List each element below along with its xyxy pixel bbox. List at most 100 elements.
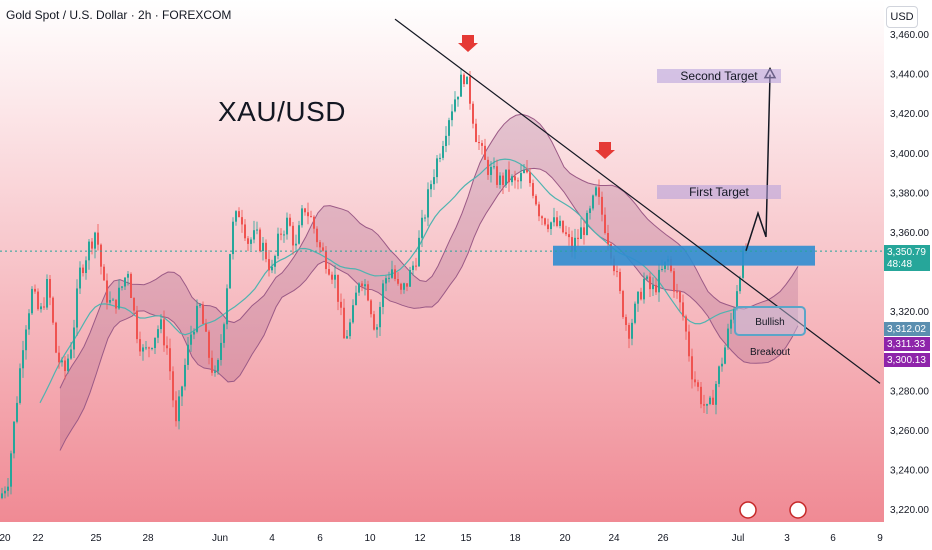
bullish-breakout-label: Bullish Breakout <box>734 306 806 358</box>
candle-body <box>220 342 222 360</box>
support-zone <box>553 245 815 266</box>
us-flag-icon <box>739 501 757 519</box>
candle-body <box>481 143 483 146</box>
candle-body <box>634 303 636 323</box>
candle-body <box>646 276 648 279</box>
candle-body <box>331 274 333 280</box>
candle-body <box>517 180 519 182</box>
candle-body <box>76 288 78 328</box>
candle-body <box>655 285 657 293</box>
candle-body <box>118 287 120 309</box>
candle-body <box>190 334 192 345</box>
forecast-path <box>745 74 771 251</box>
candle-body <box>295 243 297 246</box>
candle-body <box>4 490 6 494</box>
candle-body <box>583 227 585 235</box>
candle-body <box>505 169 507 185</box>
down-arrow-marker-high <box>458 35 478 52</box>
price-axis-label: 3,380.00 <box>890 188 929 199</box>
candle-body <box>244 224 246 239</box>
candle-body <box>61 360 63 363</box>
candle-body <box>349 322 351 337</box>
candle-body <box>592 195 594 209</box>
price-axis: 3,460.00 3,440.00 3,420.00 3,400.00 3,380.00… <box>890 30 929 516</box>
candle-body <box>595 187 597 196</box>
candle-body <box>127 273 129 278</box>
price-tag-4: 3,300.13 <box>884 353 930 367</box>
candle-body <box>274 255 276 267</box>
candle-body <box>442 146 444 158</box>
candle-body <box>160 319 162 330</box>
candle-body <box>382 283 384 307</box>
candle-body <box>181 386 183 397</box>
time-axis-label: 26 <box>657 533 669 544</box>
candle-body <box>202 304 204 324</box>
time-axis-label: 18 <box>509 533 521 544</box>
candle-body <box>97 232 99 245</box>
candle-body <box>55 322 57 353</box>
time-axis-label: 6 <box>830 533 836 544</box>
candle-body <box>256 229 258 231</box>
candle-body <box>70 349 72 359</box>
candle-body <box>688 331 690 357</box>
candle-body <box>22 350 24 369</box>
candle-body <box>355 292 357 306</box>
candle-body <box>379 306 381 328</box>
bar-countdown: 48:48 <box>887 259 913 270</box>
candle-body <box>508 169 510 183</box>
candle-body <box>229 254 231 289</box>
candle-body <box>277 233 279 256</box>
candle-body <box>232 221 234 255</box>
candle-body <box>283 234 285 236</box>
candle-body <box>598 187 600 197</box>
candle-body <box>73 327 75 350</box>
candle-body <box>310 216 312 218</box>
time-axis-panel[interactable] <box>0 522 932 550</box>
candle-body <box>280 233 282 235</box>
candle-body <box>322 247 324 251</box>
candle-body <box>400 283 402 290</box>
candle-body <box>472 103 474 124</box>
candle-body <box>424 217 426 219</box>
candle-body <box>403 283 405 290</box>
candle-body <box>685 316 687 332</box>
candle-body <box>82 267 84 274</box>
candle-body <box>421 217 423 238</box>
candle-body <box>124 277 126 287</box>
candle-body <box>130 273 132 298</box>
candle-body <box>259 229 261 252</box>
candle-body <box>499 175 501 185</box>
candle-body <box>562 220 564 233</box>
candle-body <box>307 212 309 217</box>
candle-body <box>538 204 540 217</box>
candle-body <box>658 269 660 293</box>
candle-body <box>457 96 459 100</box>
time-axis-label: 20 <box>0 533 11 544</box>
candle-body <box>478 142 480 144</box>
current-price: 3,350.79 <box>887 247 926 258</box>
time-axis-label: 22 <box>32 533 44 544</box>
candle-body <box>721 363 723 367</box>
candle-body <box>214 371 216 373</box>
candle-body <box>625 317 627 325</box>
candle-body <box>328 269 330 275</box>
candle-body <box>418 237 420 267</box>
candle-body <box>727 328 729 348</box>
candle-body <box>619 271 621 292</box>
candle-body <box>559 220 561 226</box>
currency-button[interactable]: USD <box>886 6 918 28</box>
price-axis-label: 3,460.00 <box>890 30 929 41</box>
symbol-title: Gold Spot / U.S. Dollar · 2h · FOREXCOM <box>6 8 232 22</box>
candle-body <box>337 274 339 302</box>
candle-body <box>235 211 237 222</box>
candle-body <box>649 276 651 290</box>
candle-body <box>172 371 174 401</box>
candle-body <box>712 397 714 405</box>
candle-body <box>316 228 318 243</box>
candle-body <box>661 268 663 270</box>
candle-body <box>10 453 12 487</box>
candle-body <box>208 331 210 358</box>
candle-body <box>7 486 9 491</box>
candle-body <box>52 297 54 323</box>
